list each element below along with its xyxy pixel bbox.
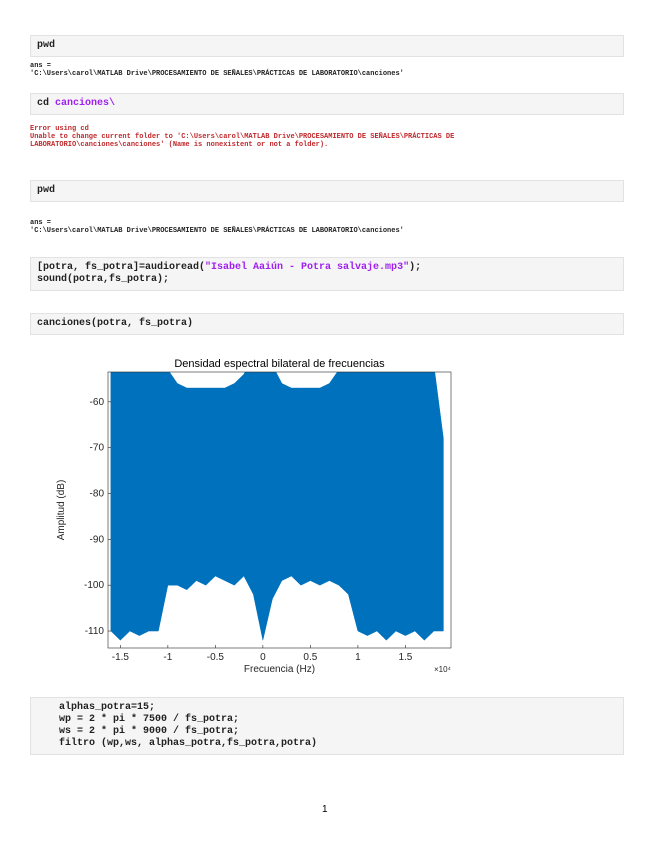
code: [potra, fs_potra]=audioread( xyxy=(37,262,206,273)
y-tick-label: -60 xyxy=(90,397,105,408)
y-tick-label: -90 xyxy=(90,534,105,545)
code: pwd xyxy=(37,185,56,196)
chart-title: Densidad espectral bilateral de frecuenc… xyxy=(174,358,385,370)
error-line: Error using cd xyxy=(30,125,89,133)
code-line: wp = 2 * pi * 7500 / fs_potra; xyxy=(59,714,240,725)
y-tick-label: -80 xyxy=(90,488,105,499)
y-tick-label: -100 xyxy=(84,580,104,591)
x-exponent: ×10⁴ xyxy=(434,665,452,674)
x-tick-label: 0 xyxy=(260,652,266,663)
code: ); xyxy=(409,262,422,273)
x-tick-label: 1.5 xyxy=(398,652,412,663)
x-tick-label: -1.5 xyxy=(112,652,130,663)
code-block: canciones(potra, fs_potra) xyxy=(30,313,624,335)
y-tick-label: -70 xyxy=(90,443,105,454)
code-line: filtro (wp,ws, alphas_potra,fs_potra,pot… xyxy=(59,738,318,749)
spectrum-area xyxy=(110,372,444,641)
code-string: canciones\ xyxy=(55,98,116,109)
code-block: pwd xyxy=(30,35,624,57)
error-line: LABORATORIO\canciones\canciones' (Name i… xyxy=(30,141,329,149)
code-block: cd canciones\ xyxy=(30,93,624,115)
code: pwd xyxy=(37,40,56,51)
axes-box xyxy=(107,371,452,649)
code-string: "Isabel Aaiún - Potra salvaje.mp3" xyxy=(205,262,410,273)
code-line: [potra, fs_potra]=audioread("Isabel Aaiú… xyxy=(37,262,617,274)
code: canciones(potra, fs_potra) xyxy=(37,318,194,329)
output-line: ans = xyxy=(30,219,52,227)
code-line: alphas_potra=15; xyxy=(59,702,156,713)
output: ans = 'C:\Users\carol\MATLAB Drive\PROCES… xyxy=(30,62,624,78)
code-block: alphas_potra=15; wp = 2 * pi * 7500 / fs_… xyxy=(30,697,624,755)
error-output: Error using cd Unable to change current f… xyxy=(30,125,624,149)
code-line: ws = 2 * pi * 9000 / fs_potra; xyxy=(59,726,240,737)
output: ans = 'C:\Users\carol\MATLAB Drive\PROCES… xyxy=(30,219,624,235)
x-tick-label: 0.5 xyxy=(303,652,317,663)
x-tick-label: -1 xyxy=(163,652,172,663)
chart: -1.5 -1 -0.5 0 0.5 1 1.5 -110 -100 -90 -80 -70 -60 De… xyxy=(56,358,452,675)
x-axis-label: Frecuencia (Hz) xyxy=(244,664,315,675)
output-line: 'C:\Users\carol\MATLAB Drive\PROCESAMIEN… xyxy=(30,227,404,235)
code-line: sound(potra,fs_potra); xyxy=(37,274,170,285)
x-tick-label: 1 xyxy=(355,652,361,663)
y-axis-label: Amplitud (dB) xyxy=(56,480,67,541)
output-line: ans = xyxy=(30,62,52,70)
code: cd xyxy=(37,98,56,109)
y-tick-label: -110 xyxy=(85,626,105,637)
error-line: Unable to change current folder to 'C:\U… xyxy=(30,133,455,141)
x-tick-label: -0.5 xyxy=(207,652,225,663)
output-line: 'C:\Users\carol\MATLAB Drive\PROCESAMIEN… xyxy=(30,70,404,78)
code-block: pwd xyxy=(30,180,624,202)
code-block: [potra, fs_potra]=audioread("Isabel Aaiú… xyxy=(30,257,624,291)
page-number: 1 xyxy=(322,804,328,815)
